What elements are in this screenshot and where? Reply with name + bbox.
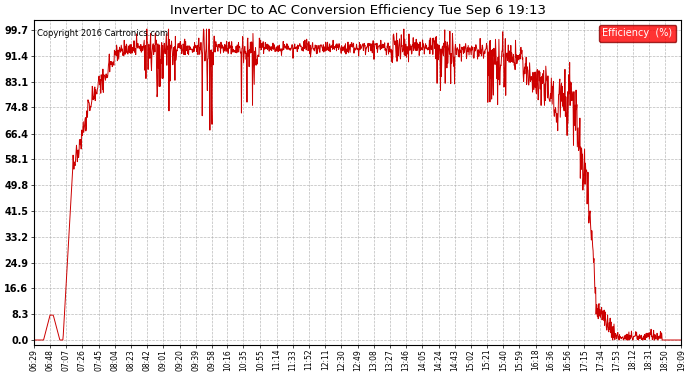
- Title: Inverter DC to AC Conversion Efficiency Tue Sep 6 19:13: Inverter DC to AC Conversion Efficiency …: [170, 4, 546, 17]
- Legend: Efficiency  (%): Efficiency (%): [598, 25, 676, 42]
- Text: Copyright 2016 Cartronics.com: Copyright 2016 Cartronics.com: [37, 30, 168, 39]
